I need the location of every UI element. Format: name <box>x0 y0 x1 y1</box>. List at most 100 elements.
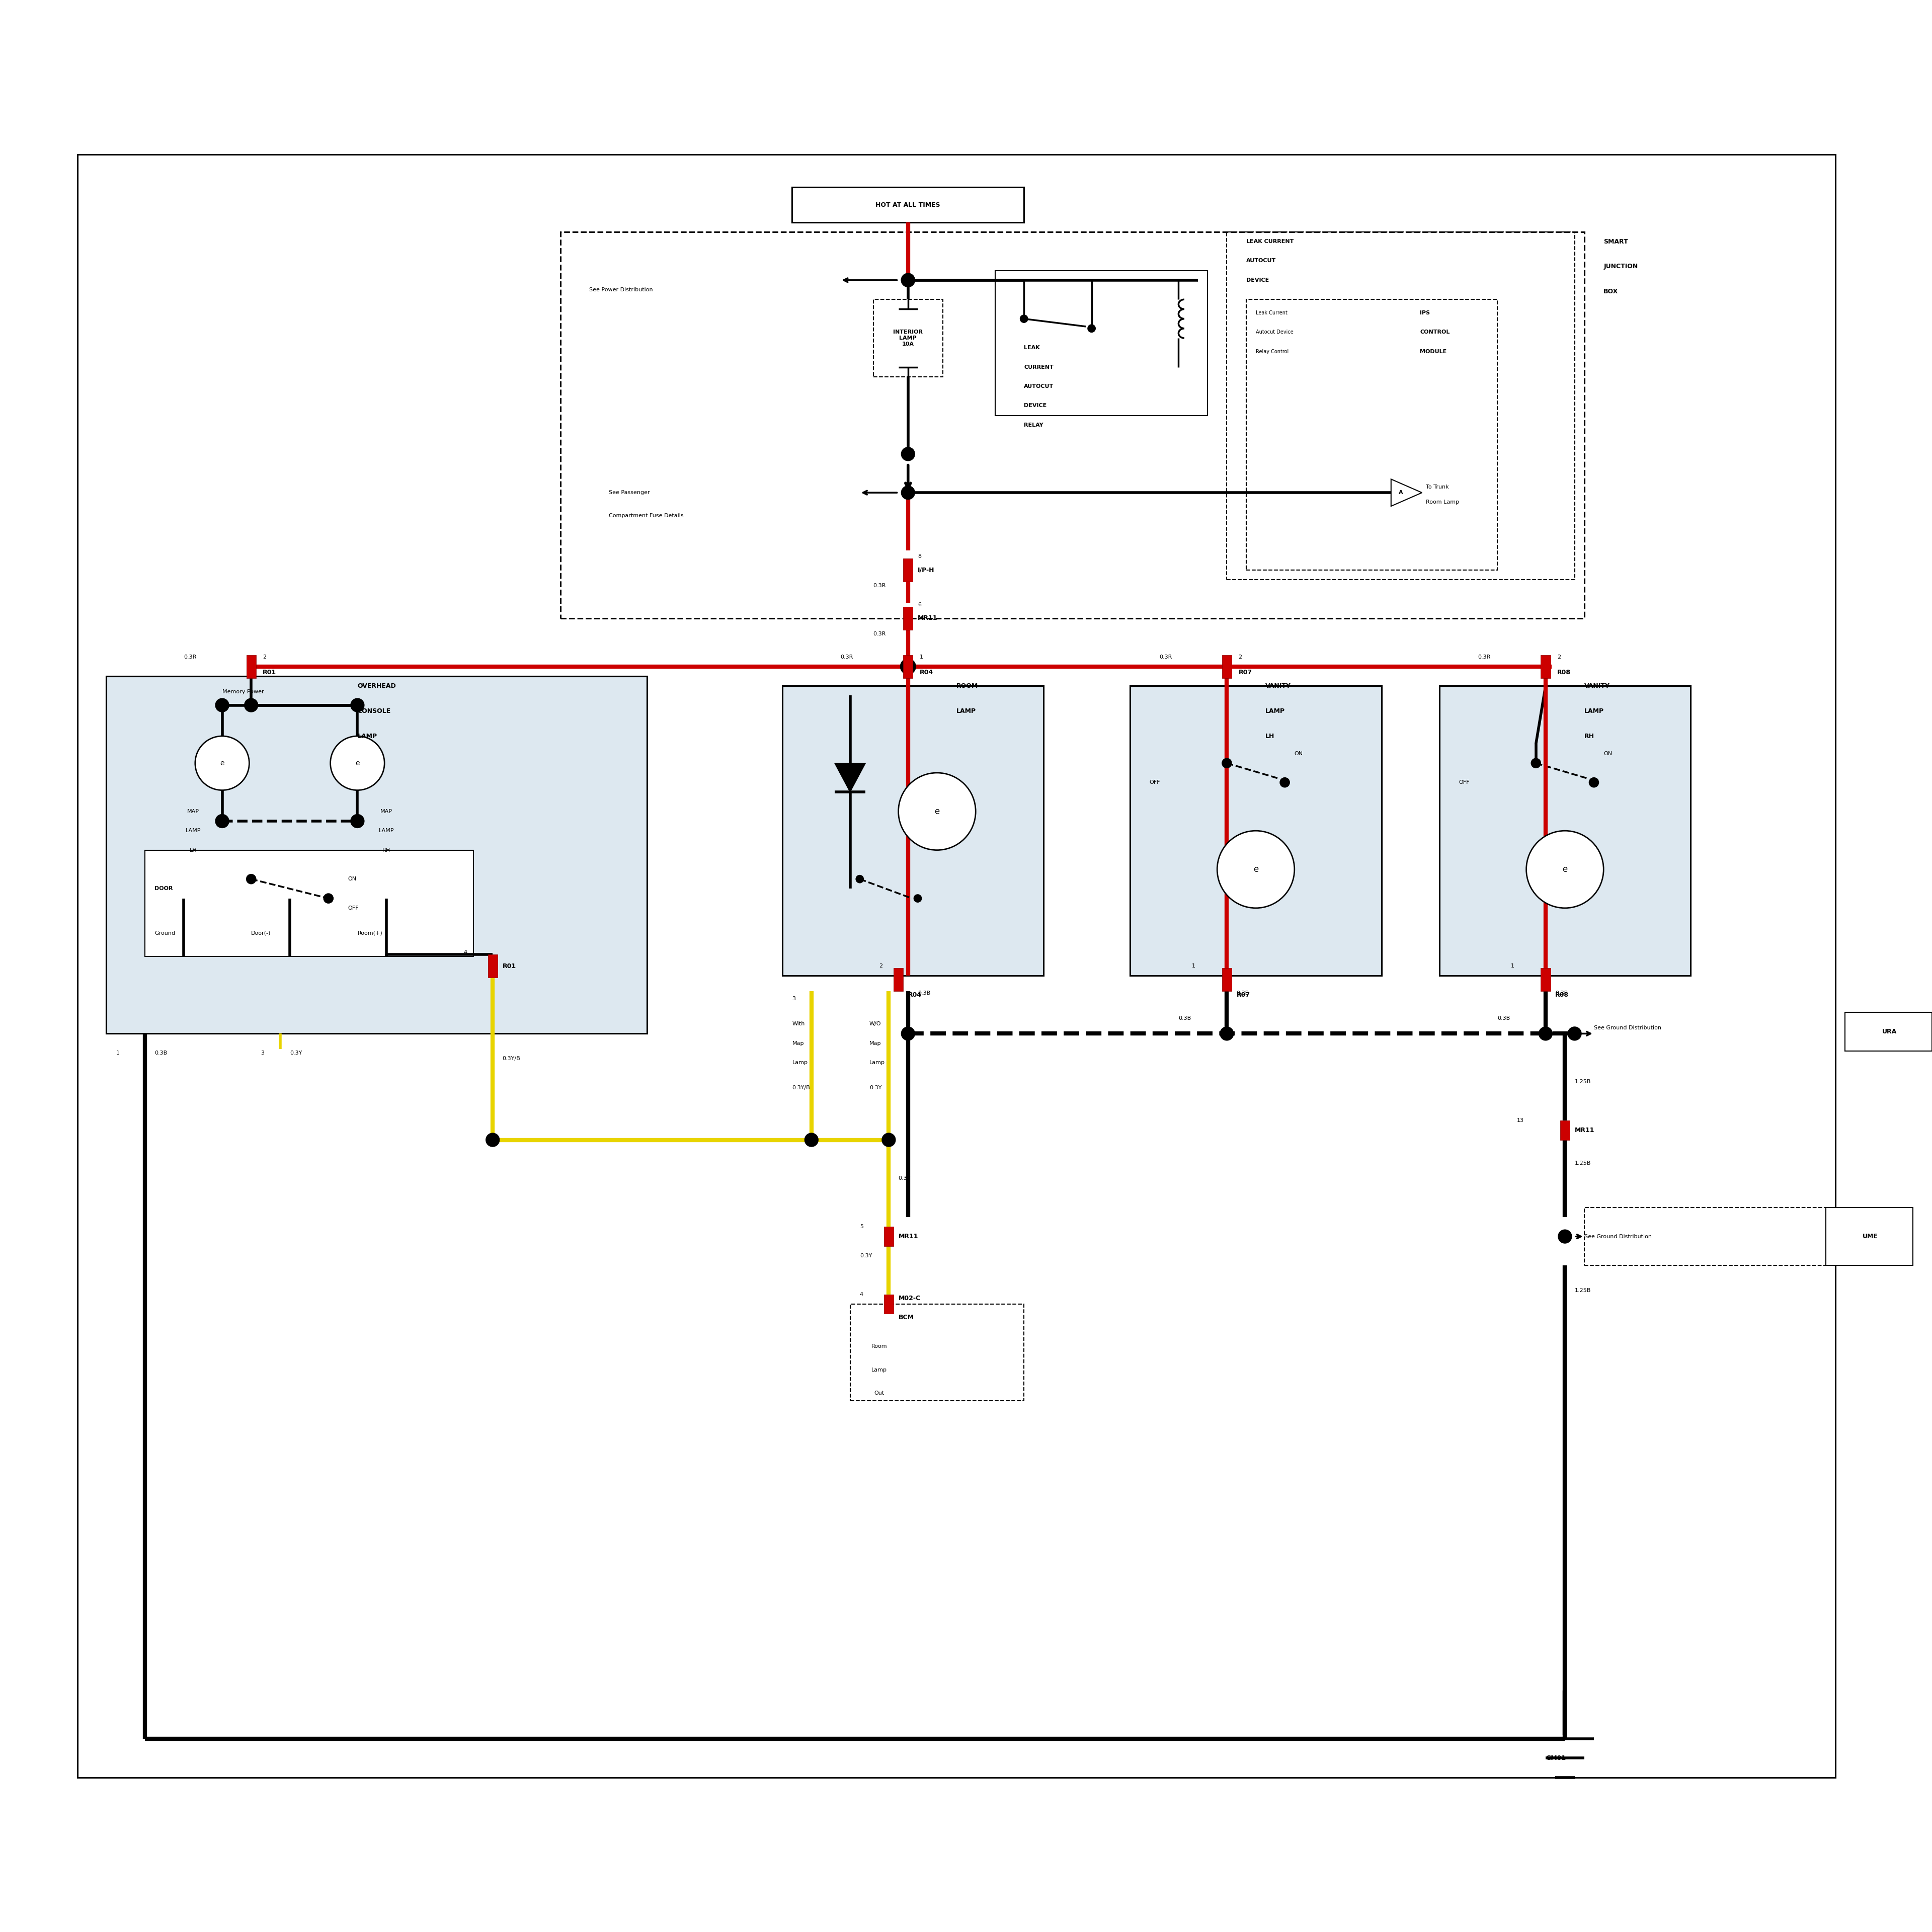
Bar <box>1439 686 1691 976</box>
Bar <box>106 676 647 1034</box>
Circle shape <box>1569 1028 1580 1039</box>
Circle shape <box>350 697 363 713</box>
Bar <box>1826 1208 1913 1265</box>
Circle shape <box>1020 315 1028 323</box>
Text: RELAY: RELAY <box>1024 423 1043 427</box>
Text: SMART: SMART <box>1604 238 1629 245</box>
Text: See Power Distribution: See Power Distribution <box>589 288 653 292</box>
Text: 2: 2 <box>263 655 267 659</box>
Circle shape <box>323 893 332 902</box>
Circle shape <box>195 736 249 790</box>
Bar <box>904 558 914 582</box>
Text: 0.3R: 0.3R <box>1159 655 1173 659</box>
Text: 1: 1 <box>116 1051 120 1055</box>
Text: e: e <box>355 759 359 767</box>
Bar <box>850 1304 1024 1401</box>
Text: 5: 5 <box>860 1225 864 1229</box>
Text: BCM: BCM <box>898 1314 914 1321</box>
Text: 1.25B: 1.25B <box>1575 1289 1590 1293</box>
Circle shape <box>1588 779 1600 788</box>
Text: 0.3B: 0.3B <box>1236 991 1250 995</box>
Circle shape <box>1279 779 1291 788</box>
Text: 3: 3 <box>792 997 796 1001</box>
Bar <box>145 850 473 956</box>
Text: ON: ON <box>348 877 355 881</box>
Circle shape <box>1223 759 1233 769</box>
Bar <box>792 187 1024 222</box>
Bar <box>904 655 914 678</box>
Text: RH: RH <box>1584 732 1594 740</box>
Circle shape <box>900 274 916 288</box>
Text: CONSOLE: CONSOLE <box>357 707 390 715</box>
Text: Ground: Ground <box>155 931 176 935</box>
Text: 1.25B: 1.25B <box>1575 1080 1590 1084</box>
Text: 0.3B: 0.3B <box>918 991 931 995</box>
Text: MR11: MR11 <box>1575 1126 1594 1134</box>
Text: Door(-): Door(-) <box>251 931 270 935</box>
Text: CONTROL: CONTROL <box>1420 330 1449 334</box>
Circle shape <box>898 773 976 850</box>
Text: JUNCTION: JUNCTION <box>1604 263 1638 270</box>
Text: Compartment Fuse Details: Compartment Fuse Details <box>609 514 684 518</box>
Text: 2: 2 <box>1238 655 1242 659</box>
Text: Out: Out <box>873 1391 885 1395</box>
Circle shape <box>1530 759 1540 769</box>
Bar <box>560 232 1584 618</box>
Text: AUTOCUT: AUTOCUT <box>1024 384 1053 388</box>
Text: 0.3Y/B: 0.3Y/B <box>792 1086 810 1090</box>
Bar <box>1542 655 1549 678</box>
Text: 0.3R: 0.3R <box>873 632 887 636</box>
Bar <box>904 607 914 630</box>
Text: ROOM: ROOM <box>956 682 978 690</box>
Text: 0.3Y: 0.3Y <box>869 1086 881 1090</box>
Bar <box>247 655 255 678</box>
Text: MODULE: MODULE <box>1420 350 1447 354</box>
Text: Room: Room <box>871 1345 887 1349</box>
Circle shape <box>485 1132 498 1148</box>
Text: OVERHEAD: OVERHEAD <box>357 682 396 690</box>
Bar <box>1246 299 1497 570</box>
Text: MAP: MAP <box>381 810 392 813</box>
Text: 0.3R: 0.3R <box>184 655 197 659</box>
Text: R04: R04 <box>908 991 922 999</box>
Bar <box>1542 968 1549 991</box>
Text: A: A <box>1399 491 1403 495</box>
Circle shape <box>1217 831 1294 908</box>
Circle shape <box>243 697 259 713</box>
Text: 0.3Y/B: 0.3Y/B <box>502 1057 520 1061</box>
Text: e: e <box>1254 866 1258 873</box>
Text: ON: ON <box>1604 752 1611 755</box>
Text: GM01: GM01 <box>1546 1754 1565 1762</box>
Text: LAMP: LAMP <box>357 732 377 740</box>
Circle shape <box>214 815 228 827</box>
Text: CURRENT: CURRENT <box>1024 365 1053 369</box>
Bar <box>1221 655 1231 678</box>
Text: HOT AT ALL TIMES: HOT AT ALL TIMES <box>875 201 941 209</box>
Text: 1: 1 <box>1192 964 1196 968</box>
Bar <box>1584 1208 1835 1265</box>
Text: Relay Control: Relay Control <box>1256 350 1289 354</box>
Text: DOOR: DOOR <box>155 887 174 891</box>
Bar <box>1227 232 1575 580</box>
Bar <box>883 1294 893 1314</box>
Text: LAMP: LAMP <box>1584 707 1604 715</box>
Text: 0.3B: 0.3B <box>155 1051 168 1055</box>
Circle shape <box>900 659 916 674</box>
Bar <box>873 299 943 377</box>
Text: LAMP: LAMP <box>379 829 394 833</box>
Text: Room Lamp: Room Lamp <box>1426 500 1459 504</box>
Text: Room(+): Room(+) <box>357 931 383 935</box>
Text: VANITY: VANITY <box>1584 682 1609 690</box>
Text: e: e <box>935 808 939 815</box>
Text: 8: 8 <box>918 554 922 558</box>
Text: 0.3B: 0.3B <box>1497 1016 1511 1020</box>
Text: UME: UME <box>1862 1233 1878 1240</box>
Bar <box>1559 1121 1569 1140</box>
Text: R04: R04 <box>920 668 933 676</box>
Text: 2: 2 <box>879 964 883 968</box>
Circle shape <box>1526 831 1604 908</box>
Circle shape <box>900 448 916 462</box>
Text: MR11: MR11 <box>918 614 937 622</box>
Text: LH: LH <box>189 848 197 852</box>
Text: M02-C: M02-C <box>898 1294 920 1302</box>
